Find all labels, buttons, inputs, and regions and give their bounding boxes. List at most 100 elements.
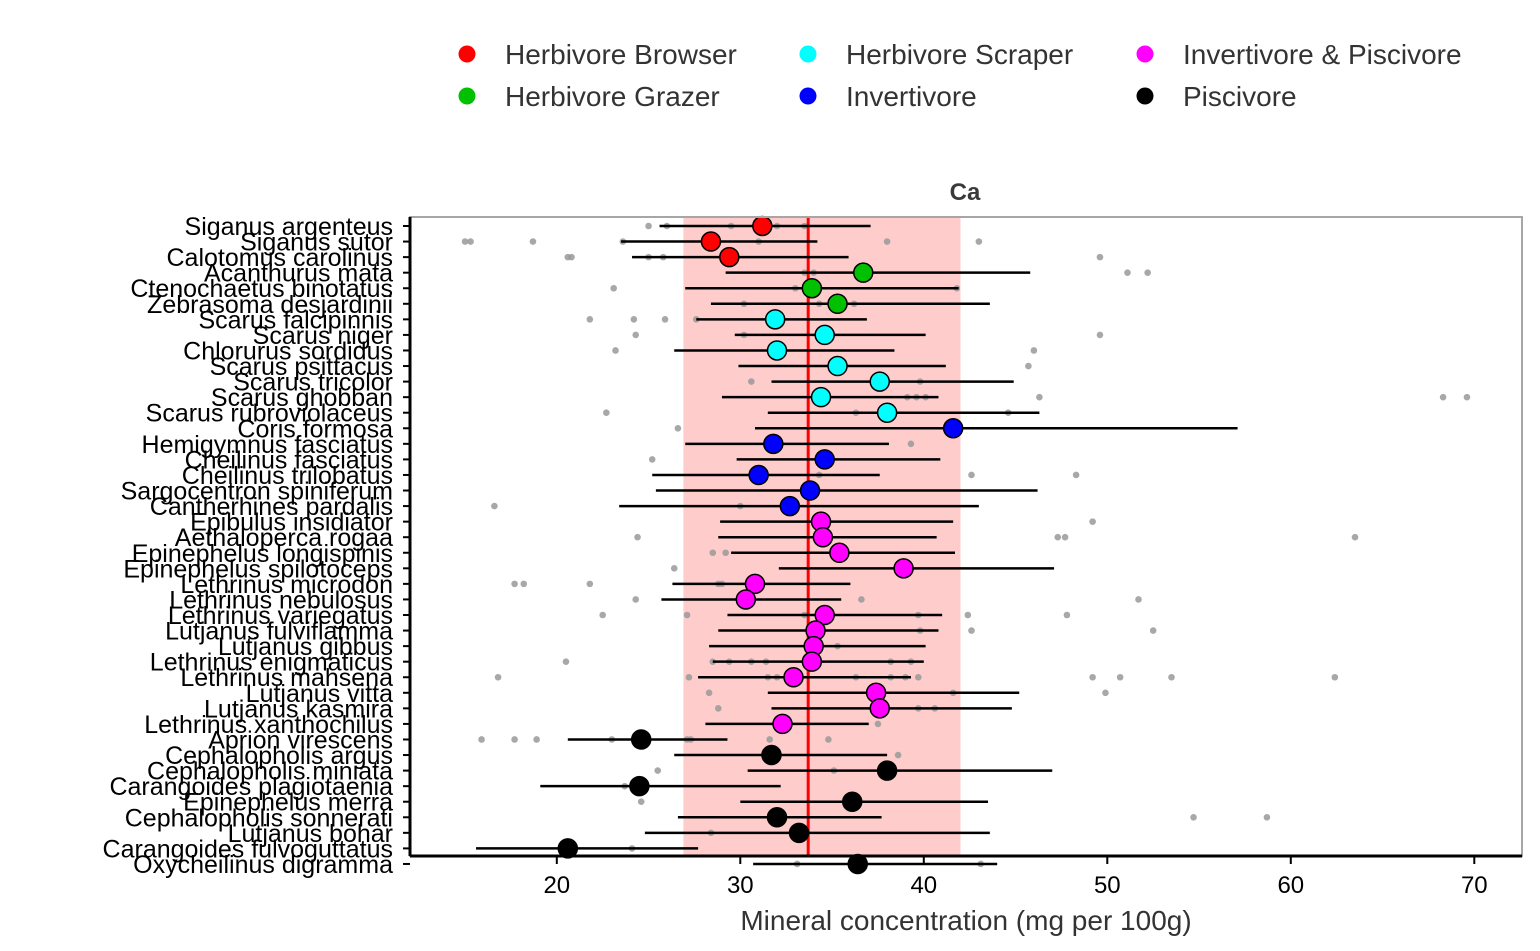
- raw-point: [709, 549, 717, 557]
- y-tick-label: Cephalopholis argus: [165, 742, 393, 770]
- mean-point: [779, 495, 801, 517]
- raw-point: [586, 580, 594, 588]
- legend-label-3: Invertivore: [846, 81, 977, 112]
- y-tick-label: Epinephelus longispinis: [132, 540, 393, 568]
- raw-point: [1463, 393, 1471, 401]
- y-tick-label: Zebrasoma desjardinii: [147, 291, 393, 319]
- legend-label-1: Herbivore Grazer: [505, 81, 720, 112]
- raw-point: [685, 673, 693, 681]
- legend-key-0: [458, 45, 476, 63]
- raw-point: [1054, 533, 1062, 541]
- mean-point: [629, 775, 650, 797]
- y-tick-label: Scarus rubroviolaceus: [146, 400, 393, 428]
- y-tick-label: Carangoides plagiotaenia: [109, 773, 393, 801]
- raw-point: [586, 316, 594, 323]
- mean-point: [799, 480, 821, 501]
- y-tick-label: Acanthurus mata: [204, 260, 393, 288]
- mean-point: [942, 418, 964, 439]
- raw-point: [670, 565, 678, 572]
- raw-point: [461, 238, 469, 245]
- raw-point: [630, 316, 638, 323]
- raw-point: [1263, 813, 1271, 821]
- raw-point: [1102, 689, 1109, 697]
- y-tick-label: Lutjanus bohar: [228, 820, 393, 848]
- raw-point: [1135, 596, 1142, 603]
- y-tick-label: Epibulus insidiator: [190, 509, 393, 537]
- mean-point: [752, 215, 773, 237]
- y-tick-label: Lethrinus xanthochilus: [144, 711, 393, 739]
- y-tick-label: Lethrinus variegatus: [168, 602, 393, 630]
- mean-point: [876, 760, 898, 781]
- y-tick-label: Cheilinus trilobatus: [182, 462, 393, 490]
- y-tick-label: Sargocentron spiniferum: [121, 478, 393, 506]
- raw-point: [1149, 627, 1157, 634]
- raw-point: [491, 502, 498, 510]
- raw-point: [1061, 533, 1069, 541]
- raw-point: [661, 316, 669, 323]
- raw-point: [610, 284, 617, 292]
- raw-point: [654, 767, 662, 774]
- y-tick-label: Lethrinus enigmaticus: [150, 649, 393, 677]
- y-tick-label: Chlorurus sordidus: [183, 337, 393, 365]
- raw-point: [705, 689, 713, 697]
- raw-point: [467, 238, 474, 245]
- raw-point: [968, 627, 975, 634]
- raw-point: [714, 705, 722, 712]
- mean-point: [869, 371, 891, 392]
- raw-point: [825, 736, 832, 743]
- raw-point: [968, 471, 975, 479]
- y-tick-label: Lutjanus gibbus: [218, 633, 393, 661]
- y-tick-label: Hemigymnus fasciatus: [142, 431, 393, 459]
- x-axis-label: Mineral concentration (mg per 100g): [740, 905, 1191, 936]
- mean-point: [814, 449, 835, 470]
- mean-point: [764, 309, 786, 330]
- raw-point: [648, 456, 656, 463]
- x-axis-ticks: 20 30 40 50 60 70: [543, 856, 1488, 899]
- mean-point: [744, 573, 766, 595]
- x-tick-label: 30: [727, 872, 754, 899]
- mean-point: [783, 666, 804, 688]
- mean-point: [748, 464, 769, 486]
- mean-point: [869, 698, 891, 719]
- legend-key-4: [1136, 45, 1154, 63]
- panel-title: Ca: [950, 179, 981, 206]
- y-tick-label: Scarus niger: [253, 322, 393, 350]
- raw-point: [858, 596, 865, 603]
- raw-point: [1168, 673, 1175, 681]
- raw-point: [1036, 393, 1043, 401]
- raw-point: [1144, 269, 1151, 276]
- raw-point: [1030, 347, 1038, 354]
- y-tick-label: Epinephelus merra: [183, 789, 393, 817]
- mean-point: [801, 277, 823, 299]
- raw-point: [1072, 471, 1080, 479]
- raw-point: [674, 424, 682, 432]
- legend-label-2: Herbivore Scraper: [846, 39, 1073, 70]
- y-tick-label: Siganus argenteus: [185, 213, 393, 241]
- y-tick-label: Epinephelus spilotoceps: [123, 555, 393, 583]
- mean-point: [766, 807, 788, 828]
- raw-point: [1025, 362, 1032, 370]
- y-tick-label: Scarus tricolor: [233, 369, 393, 397]
- raw-point: [562, 658, 570, 665]
- legend-key-2: [799, 45, 817, 63]
- raw-point: [874, 720, 882, 728]
- raw-point: [1439, 393, 1447, 401]
- mean-point: [852, 262, 874, 283]
- mean-point: [847, 853, 868, 875]
- mean-point: [827, 293, 848, 315]
- raw-point: [529, 238, 537, 245]
- y-tick-label: Aprion virescens: [208, 726, 393, 754]
- mean-point: [829, 542, 850, 564]
- mean-point: [827, 355, 848, 377]
- y-tick-label: Scarus psittacus: [210, 353, 393, 381]
- raw-point: [722, 549, 729, 557]
- x-tick-label: 40: [910, 872, 937, 899]
- raw-point: [478, 736, 485, 743]
- raw-point: [1351, 533, 1359, 541]
- x-tick-label: 70: [1461, 872, 1488, 899]
- raw-point: [1331, 673, 1339, 681]
- mean-point: [814, 604, 835, 626]
- legend-label-5: Piscivore: [1183, 81, 1297, 112]
- mean-point: [700, 231, 722, 252]
